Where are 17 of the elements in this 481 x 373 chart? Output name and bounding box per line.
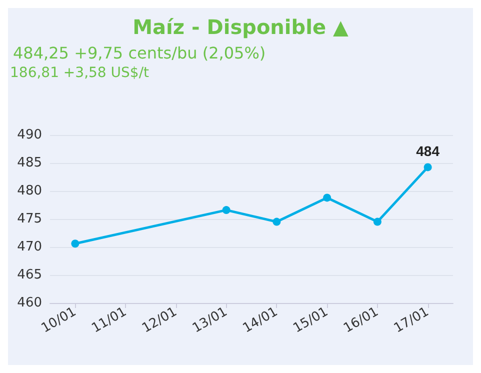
y-tick-label: 475 (17, 212, 42, 226)
point (272, 218, 281, 226)
chart-subtitle: 484,25 +9,75 cents/bu (2,05%) (13, 44, 266, 62)
y-tick-label: 460 (17, 296, 42, 310)
y-tick-label: 480 (17, 184, 42, 198)
point (222, 206, 230, 214)
y-tick-label: 470 (17, 240, 42, 254)
y-tick-label: 485 (17, 156, 42, 170)
y-tick-label: 490 (17, 128, 42, 142)
y-tick-label: 465 (17, 268, 42, 282)
point (373, 218, 382, 226)
point (323, 194, 332, 202)
text: 186,81 +3,58 US$/t (10, 65, 150, 81)
data-label: 484 (416, 143, 440, 160)
point (71, 240, 80, 248)
chart-title: Maíz - Disponible ▲ (132, 15, 349, 39)
point (424, 163, 432, 172)
